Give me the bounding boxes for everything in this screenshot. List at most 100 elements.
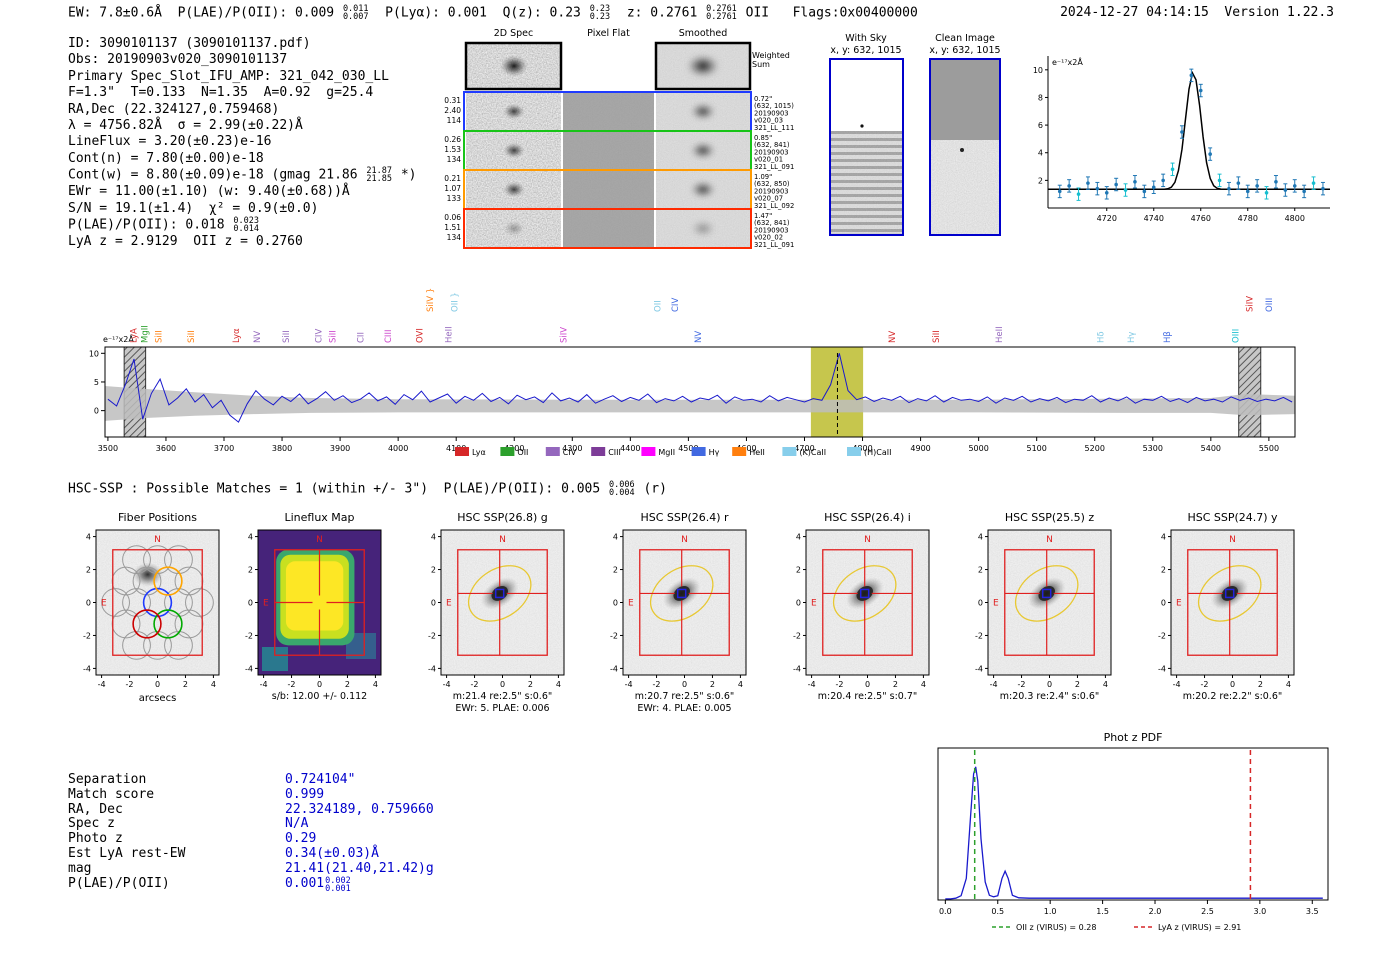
svg-text:10: 10 — [89, 349, 99, 358]
stacked-uncertainty: 0.006 0.004 — [609, 480, 635, 498]
svg-text:-2: -2 — [793, 631, 801, 640]
svg-text:20190903: 20190903 — [754, 226, 789, 234]
svg-text:m:20.3 re:2.4" s:0.6": m:20.3 re:2.4" s:0.6" — [1000, 691, 1100, 702]
svg-text:0: 0 — [796, 599, 801, 608]
svg-text:OIII: OIII — [1265, 298, 1275, 312]
svg-text:SiII: SiII — [187, 330, 197, 343]
masked-region — [1238, 346, 1262, 438]
svg-text:5: 5 — [94, 378, 99, 387]
svg-text:EWr: 4. PLAE: 0.005: EWr: 4. PLAE: 0.005 — [637, 703, 731, 714]
info-line: RA,Dec (22.324127,0.759468) — [68, 101, 280, 117]
svg-text:N: N — [154, 535, 161, 545]
svg-text:HSC SSP(25.5) z: HSC SSP(25.5) z — [1005, 511, 1095, 524]
svg-text:321_LL_092: 321_LL_092 — [754, 202, 794, 210]
svg-text:-2: -2 — [126, 680, 134, 689]
svg-text:0.26: 0.26 — [444, 135, 461, 144]
match-row-value: 0.34(±0.03)Å — [285, 845, 379, 861]
svg-text:0: 0 — [431, 599, 436, 608]
svg-text:6: 6 — [1038, 121, 1043, 130]
svg-text:NV: NV — [888, 331, 898, 343]
svg-text:HSC SSP(26.8) g: HSC SSP(26.8) g — [457, 511, 548, 524]
svg-text:3600: 3600 — [156, 444, 176, 453]
svg-text:HSC SSP(24.7) y: HSC SSP(24.7) y — [1187, 511, 1278, 524]
svg-text:OII: OII — [654, 300, 664, 312]
svg-text:4400: 4400 — [620, 444, 640, 453]
svg-text:v020_01: v020_01 — [754, 156, 783, 164]
svg-text:(632, 841): (632, 841) — [754, 141, 790, 149]
match-row-label: mag — [68, 860, 92, 876]
svg-text:Phot z PDF: Phot z PDF — [1104, 731, 1163, 744]
match-row-value: 22.324189, 0.759660 — [285, 801, 434, 817]
match-row-value: 21.41(21.40,21.42)g — [285, 860, 434, 876]
svg-text:-4: -4 — [245, 664, 253, 673]
svg-text:OIII: OIII — [1232, 329, 1242, 343]
svg-text:0: 0 — [1161, 599, 1166, 608]
svg-text:OII z (VIRUS) = 0.28: OII z (VIRUS) = 0.28 — [1016, 923, 1096, 932]
svg-text:-2: -2 — [975, 631, 983, 640]
svg-text:N: N — [316, 535, 323, 545]
svg-text:-2: -2 — [1018, 680, 1026, 689]
svg-text:134: 134 — [447, 233, 462, 242]
info-line: Cont(n) = 7.80(±0.00)e-18 — [68, 150, 264, 166]
svg-text:EWr: 5. PLAE: 0.006: EWr: 5. PLAE: 0.006 — [455, 703, 549, 714]
svg-text:0: 0 — [1230, 680, 1235, 689]
svg-text:-4: -4 — [625, 680, 633, 689]
svg-text:0: 0 — [94, 407, 99, 416]
svg-text:LyA z (VIRUS) = 2.91: LyA z (VIRUS) = 2.91 — [1158, 923, 1241, 932]
svg-text:3900: 3900 — [330, 444, 350, 453]
svg-text:HeII: HeII — [445, 326, 455, 343]
svg-text:-4: -4 — [260, 680, 268, 689]
svg-text:2: 2 — [183, 680, 188, 689]
detection-info-block: ID: 3090101137 (3090101137.pdf) Obs: 2019… — [68, 36, 417, 250]
svg-text:4: 4 — [86, 533, 91, 542]
svg-text:N: N — [1229, 535, 1236, 545]
svg-text:E: E — [263, 599, 269, 609]
stacked-uncertainty: 0.011 0.007 — [342, 4, 369, 22]
svg-text:OII }: OII } — [450, 292, 460, 312]
svg-text:Lyα: Lyα — [232, 328, 242, 343]
photz-curve — [945, 766, 1323, 900]
stacked-uncertainty: 21.87 21.85 — [366, 166, 393, 185]
svg-text:Pixel Flat: Pixel Flat — [587, 28, 630, 39]
svg-text:HSC SSP(26.4) r: HSC SSP(26.4) r — [640, 511, 729, 524]
match-row-label: RA, Dec — [68, 801, 123, 817]
info-line: P(LAE)/P(OII): 0.018 0.023 0.014 — [68, 215, 259, 234]
svg-text:4: 4 — [738, 680, 743, 689]
svg-text:LyA: LyA — [129, 328, 139, 343]
svg-text:-4: -4 — [975, 664, 983, 673]
svg-text:-4: -4 — [1173, 680, 1181, 689]
svg-text:3.0: 3.0 — [1253, 907, 1266, 916]
svg-text:4: 4 — [1038, 149, 1043, 158]
svg-text:HeII: HeII — [749, 448, 765, 457]
svg-text:2: 2 — [1038, 176, 1043, 185]
svg-text:4: 4 — [248, 533, 253, 542]
svg-text:0: 0 — [248, 599, 253, 608]
svg-text:4000: 4000 — [388, 444, 408, 453]
svg-text:4780: 4780 — [1238, 214, 1258, 223]
svg-text:5000: 5000 — [968, 444, 988, 453]
svg-text:4740: 4740 — [1144, 214, 1164, 223]
svg-text:2: 2 — [528, 680, 533, 689]
svg-text:N: N — [1046, 535, 1053, 545]
noise-band — [105, 386, 1295, 421]
svg-text:MgII: MgII — [140, 325, 150, 343]
svg-text:CIV: CIV — [671, 298, 681, 312]
svg-text:N: N — [864, 535, 871, 545]
svg-text:2.5: 2.5 — [1201, 907, 1214, 916]
svg-text:2.0: 2.0 — [1149, 907, 1162, 916]
svg-text:-4: -4 — [98, 680, 106, 689]
svg-text:Lineflux Map: Lineflux Map — [284, 511, 354, 524]
svg-text:4800: 4800 — [852, 444, 872, 453]
svg-text:0: 0 — [317, 680, 322, 689]
svg-text:8: 8 — [1038, 93, 1043, 102]
match-table: Separation 0.724104" Match score 0.999 RA, D… — [68, 772, 434, 893]
cutout-panel-lineflux-map: Lineflux Map N E -4 -4 -2 -2 0 0 2 2 4 4 s/b: 12.00 +… — [245, 511, 382, 702]
linefit-plot: 2 4 6 8 10 4720 4740 4760 4780 4800 e⁻¹⁷x2Å — [1033, 56, 1330, 223]
svg-text:1.0: 1.0 — [1044, 907, 1057, 916]
svg-text:0: 0 — [613, 599, 618, 608]
svg-text:4700: 4700 — [794, 444, 814, 453]
svg-text:4: 4 — [1286, 680, 1291, 689]
